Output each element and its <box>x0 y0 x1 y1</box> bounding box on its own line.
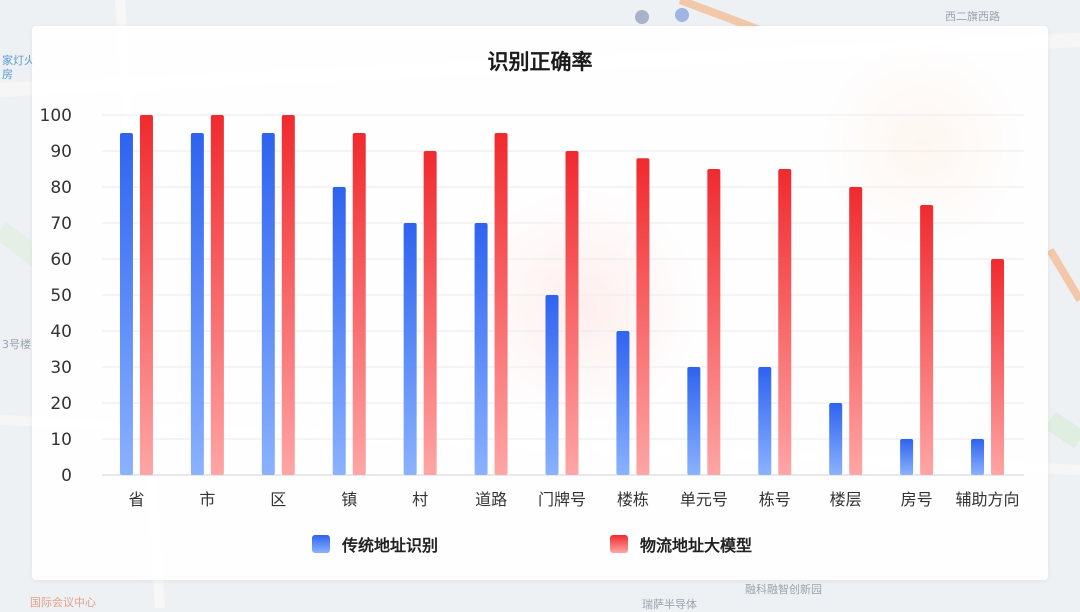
map-label: 3号楼 <box>2 338 31 351</box>
legend-item-traditional: 传统地址识别 <box>312 532 438 556</box>
x-tick-label: 房号 <box>901 490 933 509</box>
x-tick-label: 村 <box>412 490 428 509</box>
bar-traditional <box>403 223 417 475</box>
x-tick-label: 楼层 <box>830 490 862 509</box>
map-label: 融科融智创新园 <box>745 583 822 596</box>
bar-llm <box>494 133 508 475</box>
x-tick-label: 辅助方向 <box>956 490 1020 509</box>
y-tick-label: 80 <box>50 178 72 198</box>
bar-traditional <box>190 133 204 475</box>
x-tick-label: 楼栋 <box>617 490 649 509</box>
bar-llm <box>991 259 1005 475</box>
bar-llm <box>920 205 934 475</box>
bar-llm <box>352 133 366 475</box>
x-tick-label: 市 <box>199 490 215 509</box>
bar-llm <box>636 158 650 475</box>
map-label: 房 <box>2 68 13 81</box>
y-tick-label: 100 <box>40 106 72 126</box>
bar-llm <box>778 169 792 475</box>
y-tick-label: 60 <box>50 250 72 270</box>
legend-swatch-red <box>610 535 628 553</box>
y-tick-label: 30 <box>50 358 72 378</box>
y-tick-label: 10 <box>50 430 72 450</box>
map-label: 瑞萨半导体 <box>642 598 697 611</box>
y-tick-label: 50 <box>50 286 72 306</box>
y-tick-label: 70 <box>50 214 72 234</box>
bar-traditional <box>758 367 772 475</box>
bar-llm <box>849 187 863 475</box>
x-tick-label: 区 <box>270 490 286 509</box>
legend-label: 物流地址大模型 <box>640 536 753 555</box>
bar-traditional <box>545 295 559 475</box>
bar-traditional <box>900 439 914 475</box>
bar-traditional <box>616 331 630 475</box>
y-tick-label: 0 <box>61 466 72 486</box>
x-tick-label: 镇 <box>341 490 357 509</box>
bar-llm <box>281 115 295 475</box>
bar-traditional <box>829 403 843 475</box>
legend-item-llm: 物流地址大模型 <box>610 532 752 556</box>
chart-card: 识别正确率 0 10 20 30 40 50 60 70 80 90 100 省 市 区 镇 村 道路 门牌号 楼栋… <box>32 26 1048 580</box>
x-tick-label: 门牌号 <box>538 490 586 509</box>
bar-traditional <box>261 133 275 475</box>
bar-traditional <box>332 187 346 475</box>
map-label: 西二旗西路 <box>945 10 1000 23</box>
y-tick-label: 20 <box>50 394 72 414</box>
map-label: 家灯火 <box>2 54 35 67</box>
bar-llm <box>565 151 579 475</box>
legend-label: 传统地址识别 <box>342 536 439 555</box>
map-label: 国际会议中心 <box>30 596 96 609</box>
x-tick-label: 省 <box>128 490 144 509</box>
bar-traditional <box>119 133 133 475</box>
bar-chart: 0 10 20 30 40 50 60 70 80 90 100 省 市 区 镇 村 道路 门牌号 楼栋 单元号 栋号 楼… <box>40 106 1024 509</box>
y-tick-label: 40 <box>50 322 72 342</box>
bar-llm <box>210 115 224 475</box>
x-tick-label: 栋号 <box>759 490 791 509</box>
x-tick-label: 道路 <box>475 490 507 509</box>
bar-llm <box>139 115 153 475</box>
bar-llm <box>423 151 437 475</box>
legend-swatch-blue <box>312 535 330 553</box>
x-tick-label: 单元号 <box>680 490 728 509</box>
chart-title: 识别正确率 <box>487 50 593 74</box>
bar-traditional <box>687 367 701 475</box>
bar-llm <box>707 169 721 475</box>
y-tick-label: 90 <box>50 142 72 162</box>
bar-traditional <box>474 223 488 475</box>
bar-traditional <box>971 439 985 475</box>
